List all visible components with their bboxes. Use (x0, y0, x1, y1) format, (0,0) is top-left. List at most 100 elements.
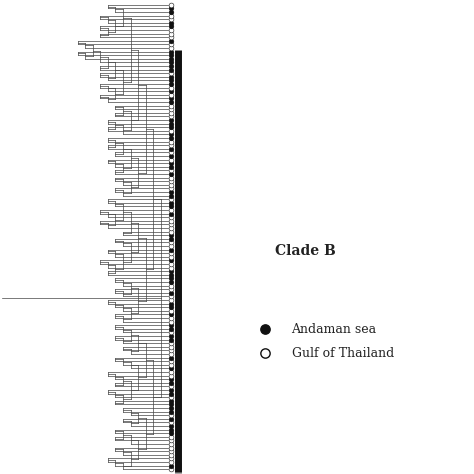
Point (167, 217, 174, 225)
Point (167, 379, 174, 387)
Point (167, 113, 174, 120)
Point (167, 271, 174, 279)
Point (167, 102, 174, 109)
Point (167, 365, 174, 372)
Point (167, 123, 174, 131)
Point (167, 120, 174, 128)
Point (167, 303, 174, 311)
Point (167, 357, 174, 365)
Point (167, 310, 174, 318)
Point (167, 220, 174, 228)
Point (167, 350, 174, 358)
Point (167, 285, 174, 293)
Point (167, 343, 174, 351)
Point (167, 77, 174, 84)
Point (167, 84, 174, 91)
Point (167, 296, 174, 304)
Point (167, 159, 174, 167)
Point (167, 401, 174, 408)
Point (167, 390, 174, 397)
Point (167, 267, 174, 275)
Point (167, 231, 174, 239)
Point (167, 55, 174, 63)
Point (167, 282, 174, 290)
Point (167, 354, 174, 361)
Point (167, 116, 174, 124)
Point (167, 462, 174, 469)
Point (167, 260, 174, 268)
Point (167, 278, 174, 286)
Point (167, 256, 174, 264)
Point (167, 41, 174, 48)
Point (167, 48, 174, 55)
Point (167, 192, 174, 200)
Point (167, 44, 174, 52)
Point (167, 130, 174, 138)
Point (167, 5, 174, 12)
Point (167, 238, 174, 246)
Point (167, 336, 174, 344)
Point (167, 393, 174, 401)
Point (167, 80, 174, 88)
Point (167, 109, 174, 117)
Point (167, 170, 174, 178)
Point (167, 437, 174, 444)
Point (167, 181, 174, 189)
Point (167, 455, 174, 462)
Point (167, 307, 174, 315)
Point (167, 274, 174, 282)
Point (167, 321, 174, 329)
Point (167, 19, 174, 27)
Point (167, 69, 174, 77)
Point (167, 91, 174, 99)
Point (167, 426, 174, 433)
Point (167, 145, 174, 153)
Point (167, 458, 174, 466)
Point (167, 177, 174, 185)
Point (167, 419, 174, 426)
Point (167, 134, 174, 142)
Point (167, 37, 174, 45)
Point (167, 451, 174, 459)
Point (167, 228, 174, 236)
Point (167, 339, 174, 347)
Point (167, 30, 174, 37)
Point (167, 15, 174, 23)
Point (262, 349, 269, 357)
Point (167, 224, 174, 232)
Point (167, 127, 174, 135)
Point (167, 289, 174, 297)
Point (167, 242, 174, 250)
Point (167, 73, 174, 81)
Point (167, 33, 174, 41)
Point (167, 318, 174, 326)
Point (167, 411, 174, 419)
Point (167, 26, 174, 34)
Text: Andaman sea: Andaman sea (292, 323, 377, 336)
Point (167, 408, 174, 415)
Point (167, 235, 174, 243)
Point (167, 249, 174, 257)
Point (167, 346, 174, 354)
Point (167, 59, 174, 66)
Point (167, 429, 174, 437)
Point (167, 447, 174, 455)
Point (167, 195, 174, 203)
Point (167, 264, 174, 272)
Point (167, 465, 174, 473)
Point (167, 300, 174, 308)
Point (167, 199, 174, 207)
Point (167, 372, 174, 379)
Point (167, 213, 174, 221)
Point (167, 206, 174, 214)
Point (167, 138, 174, 146)
Point (167, 361, 174, 369)
Point (167, 152, 174, 160)
Point (167, 440, 174, 448)
Point (167, 314, 174, 322)
Point (167, 51, 174, 59)
Point (262, 326, 269, 333)
Text: Gulf of Thailand: Gulf of Thailand (292, 346, 394, 360)
Point (167, 141, 174, 149)
Point (167, 292, 174, 300)
